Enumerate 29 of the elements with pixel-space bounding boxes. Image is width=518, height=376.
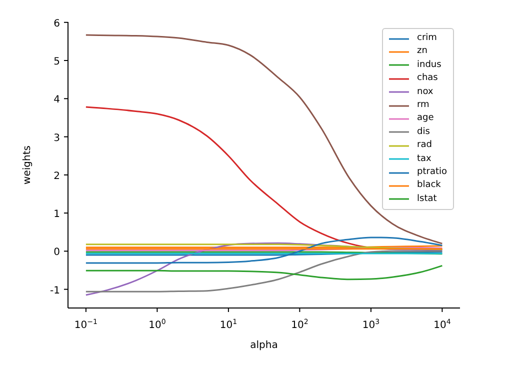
legend-label: nox xyxy=(417,86,434,99)
legend-label: dis xyxy=(417,126,430,139)
y-tick-label: 0 xyxy=(54,247,60,258)
legend-label: age xyxy=(417,112,434,126)
y-tick-label: 3 xyxy=(54,132,60,144)
y-tick-label: 6 xyxy=(54,18,60,30)
y-tick-label: 1 xyxy=(54,209,60,220)
legend-label: chas xyxy=(417,72,438,86)
y-tick-label: 4 xyxy=(54,94,60,106)
x-tick-label: 10$^{3}$ xyxy=(362,318,380,331)
y-tick-label: 5 xyxy=(54,56,60,68)
y-tick-label: 2 xyxy=(54,170,60,182)
legend-label: rm xyxy=(417,98,430,112)
x-tick-label: 10$^{−1}$ xyxy=(74,318,98,331)
x-tick-label: 10$^{1}$ xyxy=(220,318,238,331)
legend-label: indus xyxy=(417,58,442,72)
legend-label: tax xyxy=(417,152,432,166)
legend-label: lstat xyxy=(417,192,437,206)
legend-label: ptratio xyxy=(417,166,447,179)
x-tick-label: 10$^{2}$ xyxy=(291,318,308,331)
y-tick-label: -1 xyxy=(50,285,60,296)
x-tick-label: 10$^{0}$ xyxy=(148,318,166,331)
y-axis-title: weights xyxy=(22,146,33,184)
legend-label: rad xyxy=(417,139,432,152)
legend-label: zn xyxy=(417,45,428,58)
x-axis-title: alpha xyxy=(250,340,278,351)
legend-label: crim xyxy=(417,32,437,45)
x-tick-label: 10$^{4}$ xyxy=(434,318,452,331)
legend-label: black xyxy=(417,179,441,192)
